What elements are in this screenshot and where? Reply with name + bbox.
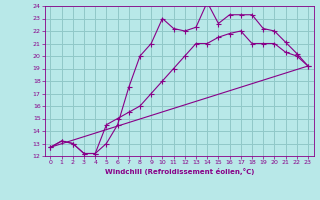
X-axis label: Windchill (Refroidissement éolien,°C): Windchill (Refroidissement éolien,°C) [105, 168, 254, 175]
